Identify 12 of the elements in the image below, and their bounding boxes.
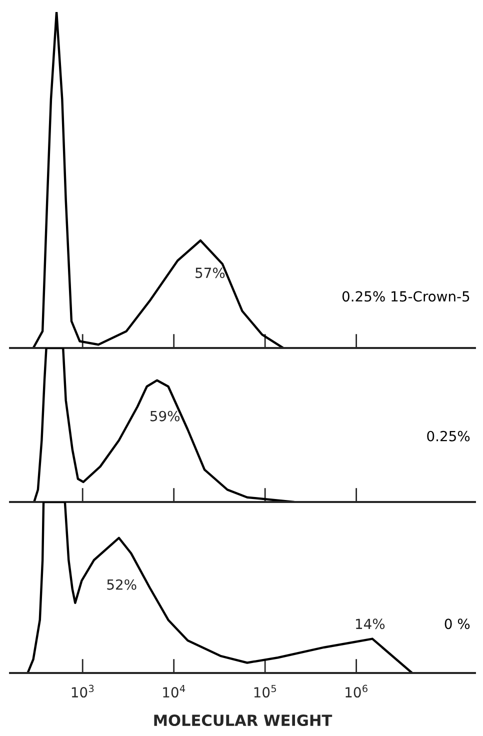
x-axis-title: MOLECULAR WEIGHT xyxy=(154,714,332,726)
x-tick-label: 10$^{5}$ xyxy=(254,684,276,698)
text: 0.25% xyxy=(427,430,470,442)
x-tick-label: 10$^{6}$ xyxy=(346,684,368,698)
x-tick-label: 10$^{4}$ xyxy=(163,684,186,698)
x-tick-label: 10$^{3}$ xyxy=(72,684,94,698)
annotation: 57% xyxy=(196,268,225,278)
annotation: 52% xyxy=(107,579,136,590)
text: 0 % xyxy=(444,618,470,630)
text: 0.25% 15-Crown-5 xyxy=(342,291,470,302)
annotation: 14% xyxy=(356,618,385,630)
annotation: 59% xyxy=(150,410,180,422)
